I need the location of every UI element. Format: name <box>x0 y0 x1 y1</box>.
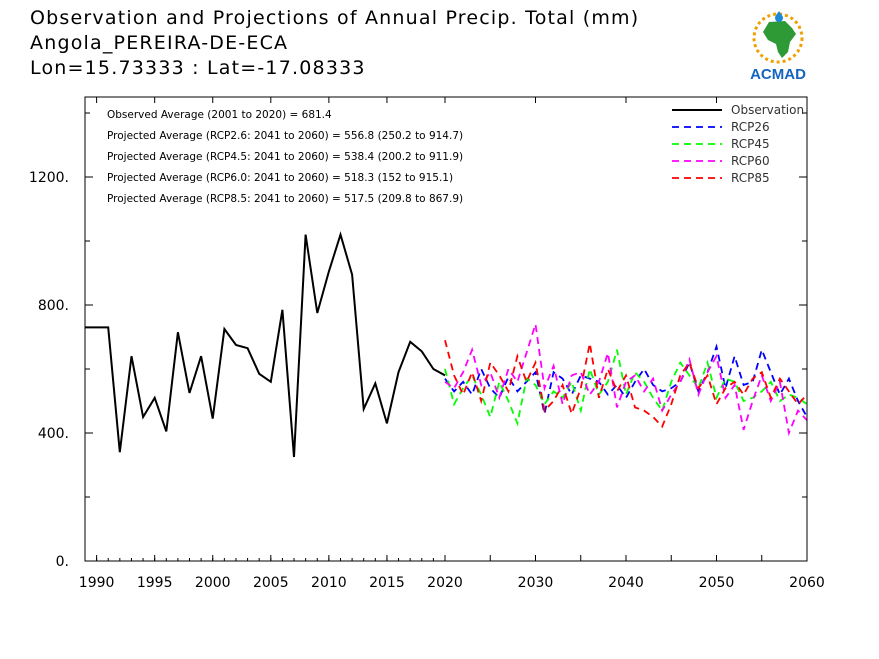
x-tick-label: 2050 <box>699 575 735 591</box>
x-tick-label: 2030 <box>518 575 554 591</box>
x-tick-label: 2015 <box>369 575 405 591</box>
x-tick-label: 2010 <box>311 575 347 591</box>
legend: Observation RCP26 RCP45 RCP60 RCP85 <box>672 103 804 185</box>
y-tick-label: 1200. <box>29 170 69 186</box>
annotation-rcp85-average: Projected Average (RCP8.5: 2041 to 2060)… <box>107 193 463 205</box>
legend-label-rcp26: RCP26 <box>731 120 770 134</box>
series-line-rcp45 <box>444 349 808 427</box>
x-tick-label: 1995 <box>137 575 173 591</box>
acmad-logo: ACMAD <box>750 11 806 83</box>
series-line-observation <box>85 231 446 458</box>
axis-ticks: 1990 1995 2000 2005 2010 2015 2020 2030 2040 2050… <box>29 97 825 591</box>
x-tick-label: 1990 <box>79 575 115 591</box>
x-tick-label: 2060 <box>789 575 825 591</box>
acmad-logo-text: ACMAD <box>750 66 806 83</box>
station-coordinates: Lon=15.73333 : Lat=-17.08333 <box>30 57 366 79</box>
legend-label-rcp45: RCP45 <box>731 137 770 151</box>
annotation-rcp26-average: Projected Average (RCP2.6: 2041 to 2060)… <box>107 130 463 142</box>
annotation-observed-average: Observed Average (2001 to 2020) = 681.4 <box>107 109 332 121</box>
station-name: Angola_PEREIRA-DE-ECA <box>30 32 289 54</box>
legend-label-observation: Observation <box>731 103 804 117</box>
legend-label-rcp85: RCP85 <box>731 171 770 185</box>
annotation-rcp60-average: Projected Average (RCP6.0: 2041 to 2060)… <box>107 172 453 184</box>
plot-frame <box>84 96 808 562</box>
series-line-rcp26 <box>444 343 808 418</box>
legend-label-rcp60: RCP60 <box>731 154 770 168</box>
x-tick-label: 2000 <box>195 575 231 591</box>
africa-map-logo-icon <box>752 11 804 64</box>
y-tick-label: 800. <box>38 298 69 314</box>
annotation-rcp45-average: Projected Average (RCP4.5: 2041 to 2060)… <box>107 151 463 163</box>
x-tick-label: 2040 <box>608 575 644 591</box>
series-lines <box>85 231 808 458</box>
y-tick-label: 400. <box>38 426 69 442</box>
series-line-rcp60 <box>444 323 808 437</box>
x-tick-label: 2020 <box>427 575 463 591</box>
x-tick-label: 2005 <box>253 575 289 591</box>
series-line-rcp85 <box>444 339 808 429</box>
chart-title: Observation and Projections of Annual Pr… <box>30 7 640 29</box>
y-tick-label: 0. <box>56 554 69 570</box>
